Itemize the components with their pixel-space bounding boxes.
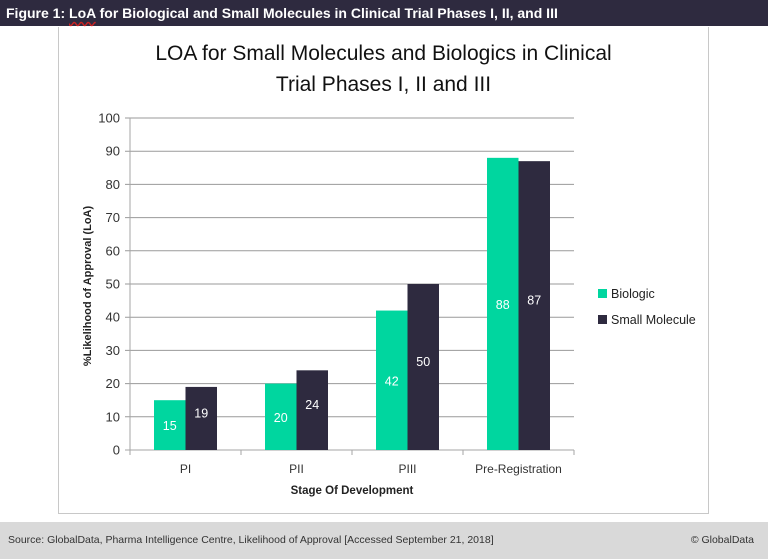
x-tick-label: Pre-Registration bbox=[475, 462, 562, 476]
footer: Source: GlobalData, Pharma Intelligence … bbox=[0, 522, 768, 559]
data-label: 50 bbox=[416, 355, 430, 369]
bar-small-molecule bbox=[407, 284, 439, 450]
chart-title-line1: LOA for Small Molecules and Biologics in… bbox=[155, 42, 612, 65]
legend-swatch-biologic bbox=[598, 289, 607, 298]
figure-header: Figure 1: LoA for Biological and Small M… bbox=[0, 0, 768, 26]
chart-frame bbox=[58, 27, 709, 514]
figure-title-loa: LoA bbox=[69, 5, 96, 21]
chart-title-line2: Trial Phases I, II and III bbox=[275, 73, 492, 96]
data-label: 88 bbox=[496, 298, 510, 312]
y-tick-label: 100 bbox=[98, 111, 120, 126]
y-tick-label: 40 bbox=[106, 310, 120, 325]
figure-title: for Biological and Small Molecules in Cl… bbox=[95, 5, 558, 21]
y-tick-label: 30 bbox=[106, 343, 120, 358]
y-axis-label: %Likelihood of Approval (LoA) bbox=[82, 206, 94, 367]
bar-biologic bbox=[487, 157, 519, 450]
y-tick-label: 90 bbox=[106, 144, 120, 159]
x-tick-label: PII bbox=[289, 462, 304, 476]
bar-biologic bbox=[265, 383, 297, 450]
y-tick-label: 10 bbox=[106, 409, 120, 424]
y-tick-label: 20 bbox=[106, 376, 120, 391]
bar-small-molecule bbox=[185, 386, 217, 450]
x-tick-label: PI bbox=[180, 462, 191, 476]
bar-small-molecule bbox=[518, 161, 550, 450]
legend-label: Biologic bbox=[611, 287, 655, 301]
figure-label: Figure 1: bbox=[6, 5, 70, 21]
legend-label: Small Molecule bbox=[611, 313, 696, 327]
bar-biologic bbox=[376, 310, 408, 450]
bar-small-molecule bbox=[296, 370, 328, 450]
x-tick-label: PIII bbox=[398, 462, 416, 476]
data-label: 42 bbox=[385, 374, 399, 388]
y-tick-label: 50 bbox=[106, 277, 120, 292]
data-label: 20 bbox=[274, 411, 288, 425]
source-note: Source: GlobalData, Pharma Intelligence … bbox=[8, 534, 494, 546]
data-label: 87 bbox=[527, 294, 541, 308]
data-label: 24 bbox=[305, 398, 319, 412]
x-axis-label: Stage Of Development bbox=[291, 485, 414, 497]
y-tick-label: 0 bbox=[113, 443, 120, 458]
data-label: 15 bbox=[163, 419, 177, 433]
legend-swatch-small-molecule bbox=[598, 315, 607, 324]
chart-title: LOA for Small Molecules and Biologics in… bbox=[58, 38, 709, 100]
y-tick-label: 80 bbox=[106, 177, 120, 192]
y-tick-label: 70 bbox=[106, 210, 120, 225]
bar-biologic bbox=[154, 400, 186, 450]
copyright: © GlobalData bbox=[690, 534, 754, 546]
y-tick-label: 60 bbox=[106, 243, 120, 258]
data-label: 19 bbox=[194, 406, 208, 420]
